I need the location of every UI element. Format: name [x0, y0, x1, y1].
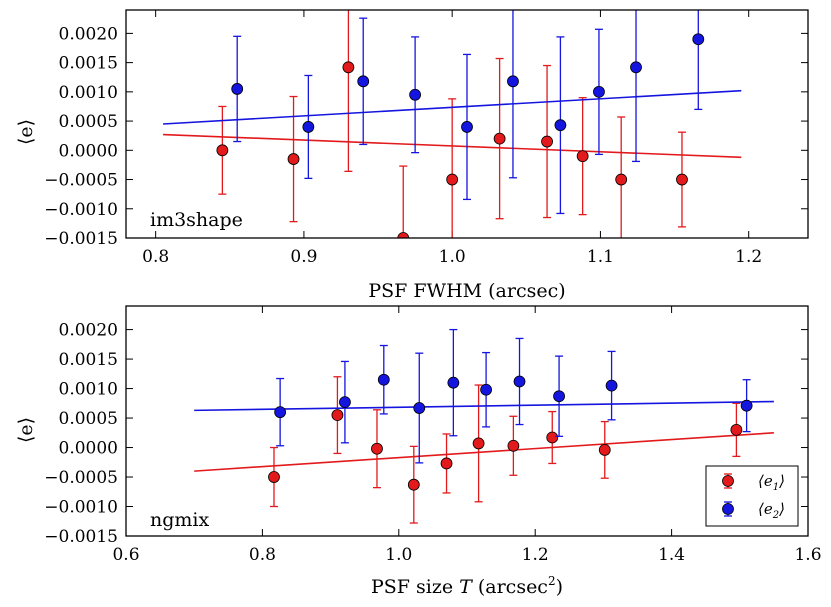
- point-e2: [339, 396, 351, 409]
- fit-line-e1: [194, 431, 774, 472]
- point-e2: [605, 379, 618, 392]
- legend-entry-e1: ⟨e1⟩: [722, 472, 785, 493]
- x-tick-label: 0.8: [249, 545, 276, 565]
- x-axis-label: PSF size T (arcsec2): [371, 574, 563, 598]
- point-e1: [371, 442, 383, 455]
- point-e1: [546, 431, 559, 444]
- point-e1: [493, 132, 506, 145]
- legend-label-e2: ⟨e2⟩: [758, 500, 785, 521]
- point-e2: [409, 88, 422, 101]
- point-e2: [413, 402, 426, 414]
- legend: ⟨e1⟩ ⟨e2⟩: [705, 465, 799, 527]
- y-tick-label: 0.0000: [59, 141, 118, 161]
- point-e1: [446, 173, 459, 186]
- point-e2: [447, 376, 460, 389]
- y-tick-labels: −0.0015 −0.0010 −0.0005 0.0000 0.0005 0.0010 0…: [44, 24, 118, 249]
- y-tick-label: 0.0015: [59, 350, 118, 370]
- fit-line-e2: [163, 89, 742, 125]
- y-tick-label: 0.0005: [59, 409, 118, 429]
- y-tick-label: 0.0005: [59, 112, 118, 132]
- x-tick-label: 0.8: [142, 247, 169, 267]
- point-e1: [440, 457, 453, 470]
- point-e1: [507, 439, 520, 452]
- y-tick-label: 0.0000: [59, 439, 118, 459]
- plot-area: [163, 10, 742, 238]
- point-e2: [740, 399, 753, 412]
- y-tick-label: 0.0015: [59, 54, 118, 74]
- point-e1: [541, 135, 553, 148]
- point-e2: [480, 383, 492, 396]
- y-tick-label: −0.0015: [44, 527, 118, 547]
- panel-im3shape: −0.0015 −0.0010 −0.0005 0.0000 0.0005 0.0010 0…: [15, 9, 809, 302]
- x-axis-label: PSF FWHM (arcsec): [368, 280, 565, 302]
- point-e1: [615, 173, 628, 186]
- point-e2: [513, 375, 526, 388]
- legend-box: [705, 465, 799, 527]
- point-e1: [472, 437, 485, 450]
- point-e1: [730, 423, 743, 436]
- x-tick-label: 1.6: [794, 545, 821, 565]
- y-tick-label: 0.0010: [59, 83, 118, 103]
- point-e2: [554, 119, 567, 132]
- y-tick-label: 0.0020: [59, 24, 118, 44]
- point-e1: [268, 471, 280, 483]
- legend-marker-e1: [722, 475, 734, 487]
- y-tick-label: 0.0020: [59, 321, 118, 341]
- y-axis-label: ⟨e⟩: [15, 417, 37, 443]
- x-tick-label: 1.2: [735, 247, 762, 267]
- panel-ngmix: −0.0015 −0.0010 −0.0005 0.0000 0.0005 0.0010 0…: [15, 305, 822, 598]
- point-e1: [342, 61, 355, 74]
- point-e1: [576, 150, 589, 163]
- point-e2: [274, 406, 287, 419]
- y-tick-labels: −0.0015 −0.0010 −0.0005 0.0000 0.0005 0.0010 0…: [44, 321, 118, 547]
- x-tick-label: 1.1: [587, 247, 614, 267]
- x-tick-labels: 0.6 0.8 1.0 1.2 1.4 1.6: [112, 545, 821, 565]
- axes-frame: [125, 305, 809, 537]
- x-tick-label: 0.9: [290, 247, 317, 267]
- point-e1: [397, 232, 410, 238]
- y-tick-label: −0.0010: [44, 498, 118, 518]
- point-e2: [692, 33, 705, 46]
- plot-area: [194, 328, 774, 524]
- fit-line-e2: [194, 400, 774, 412]
- point-e2: [553, 390, 565, 403]
- point-e2: [461, 121, 473, 133]
- y-tick-label: −0.0015: [44, 229, 118, 249]
- point-e2: [377, 373, 390, 386]
- x-tick-label: 1.4: [658, 545, 685, 565]
- x-tick-label: 1.2: [522, 545, 549, 565]
- panel-label: im3shape: [150, 209, 243, 231]
- point-e2: [302, 121, 315, 133]
- point-e2: [357, 75, 370, 88]
- x-tick-label: 1.0: [385, 545, 412, 565]
- legend-entry-e2: ⟨e2⟩: [722, 500, 785, 521]
- y-tick-label: −0.0005: [44, 468, 118, 488]
- point-e2: [630, 61, 642, 74]
- panel-label: ngmix: [150, 509, 209, 531]
- y-tick-label: −0.0005: [44, 171, 118, 191]
- axes-frame: [125, 9, 809, 239]
- point-e1: [598, 443, 611, 456]
- legend-marker-e2: [722, 503, 734, 515]
- y-tick-label: −0.0010: [44, 200, 118, 220]
- point-e1: [407, 478, 420, 491]
- point-e1: [676, 173, 688, 186]
- x-tick-label: 0.6: [112, 545, 139, 565]
- x-tick-labels: 0.8 0.9 1.0 1.1 1.2: [142, 247, 762, 267]
- point-e1: [216, 144, 229, 157]
- point-e2: [231, 83, 244, 95]
- legend-label-e1: ⟨e1⟩: [758, 472, 785, 493]
- y-tick-label: 0.0010: [59, 380, 118, 400]
- point-e2: [507, 75, 519, 88]
- point-e2: [593, 85, 605, 98]
- x-tick-label: 1.0: [439, 247, 466, 267]
- point-e1: [331, 409, 344, 422]
- y-axis-label: ⟨e⟩: [15, 119, 37, 145]
- point-e1: [287, 153, 300, 165]
